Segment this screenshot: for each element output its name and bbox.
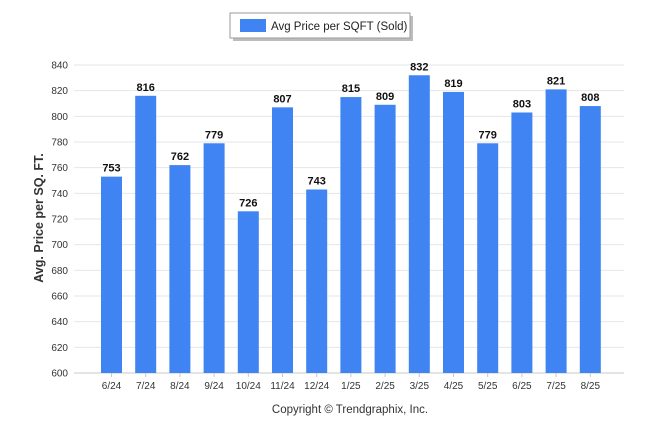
bar <box>203 143 225 373</box>
data-label: 803 <box>513 98 531 110</box>
data-label: 821 <box>547 75 565 87</box>
bar <box>101 176 122 373</box>
bar <box>545 89 567 373</box>
bar <box>579 106 601 374</box>
bar <box>135 95 157 374</box>
plot-area: 600620640660680700720740760780800820840 … <box>51 61 624 392</box>
y-tick-label: 840 <box>51 61 68 72</box>
data-label: 779 <box>205 129 223 141</box>
data-label: 779 <box>479 129 497 141</box>
data-label: 832 <box>410 61 428 73</box>
data-label: 743 <box>308 175 326 187</box>
x-tick-label: 9/24 <box>204 381 224 392</box>
x-tick-label: 7/25 <box>546 381 566 392</box>
x-tick-label: 8/24 <box>170 381 190 392</box>
legend-swatch <box>240 19 266 32</box>
y-tick-label: 760 <box>51 163 68 174</box>
data-label: 807 <box>273 93 291 105</box>
data-labels: 753 816 762 779 726 807 743 815 809 832 819 779 803 8… <box>102 61 599 209</box>
y-tick-label: 680 <box>51 266 68 277</box>
bar <box>237 211 259 373</box>
x-tick-label: 1/25 <box>341 381 361 392</box>
data-label: 816 <box>137 82 155 94</box>
data-label: 753 <box>102 163 120 175</box>
data-label: 808 <box>581 92 599 104</box>
y-tick-label: 720 <box>51 215 68 226</box>
y-tick-label: 660 <box>51 292 68 303</box>
x-tick-label: 4/25 <box>444 381 464 392</box>
data-label: 726 <box>239 197 257 209</box>
data-label: 762 <box>171 151 189 163</box>
y-tick-label: 700 <box>51 240 68 251</box>
bars <box>101 75 601 374</box>
bar <box>340 97 362 373</box>
data-label: 815 <box>342 83 360 95</box>
bar <box>374 104 396 374</box>
x-tick-label: 11/24 <box>270 381 295 392</box>
x-tick-label: 8/25 <box>581 381 601 392</box>
bar <box>169 165 191 373</box>
y-tick-label: 820 <box>51 86 68 97</box>
legend-label: Avg Price per SQFT (Sold) <box>271 21 408 33</box>
x-tick-label: 2/25 <box>375 381 395 392</box>
x-tick-label: 5/25 <box>478 381 498 392</box>
y-tick-label: 620 <box>51 343 68 354</box>
bar <box>511 112 533 373</box>
y-tick-label: 740 <box>51 189 68 200</box>
data-label: 819 <box>444 78 462 90</box>
x-tick-label: 6/25 <box>512 381 532 392</box>
bar <box>443 91 464 373</box>
x-tick-label: 12/24 <box>304 381 329 392</box>
y-tick-label: 800 <box>51 112 68 123</box>
y-tick-label: 600 <box>51 369 68 380</box>
x-tick-label: 6/24 <box>102 381 122 392</box>
x-tick-label: 10/24 <box>236 381 261 392</box>
legend: Avg Price per SQFT (Sold) <box>229 12 413 41</box>
x-tick-label: 3/25 <box>410 381 430 392</box>
data-label: 809 <box>376 91 394 103</box>
y-axis-ticks: 600 620 640 660 680 700 720 740 760 780 800 820 840 <box>51 61 68 380</box>
copyright-credit: Copyright © Trendgraphix, Inc. <box>272 404 428 416</box>
y-tick-label: 640 <box>51 317 68 328</box>
bar <box>272 107 293 373</box>
bar <box>408 75 430 374</box>
y-axis-title: Avg. Price per SQ. FT. <box>32 153 46 282</box>
x-tick-label: 7/24 <box>136 381 156 392</box>
x-axis-ticks: 6/24 7/24 8/24 9/24 10/24 11/24 12/24 1/25 2/25 3… <box>102 373 601 392</box>
bar <box>306 189 328 373</box>
y-tick-label: 780 <box>51 138 68 149</box>
bar <box>477 143 499 373</box>
